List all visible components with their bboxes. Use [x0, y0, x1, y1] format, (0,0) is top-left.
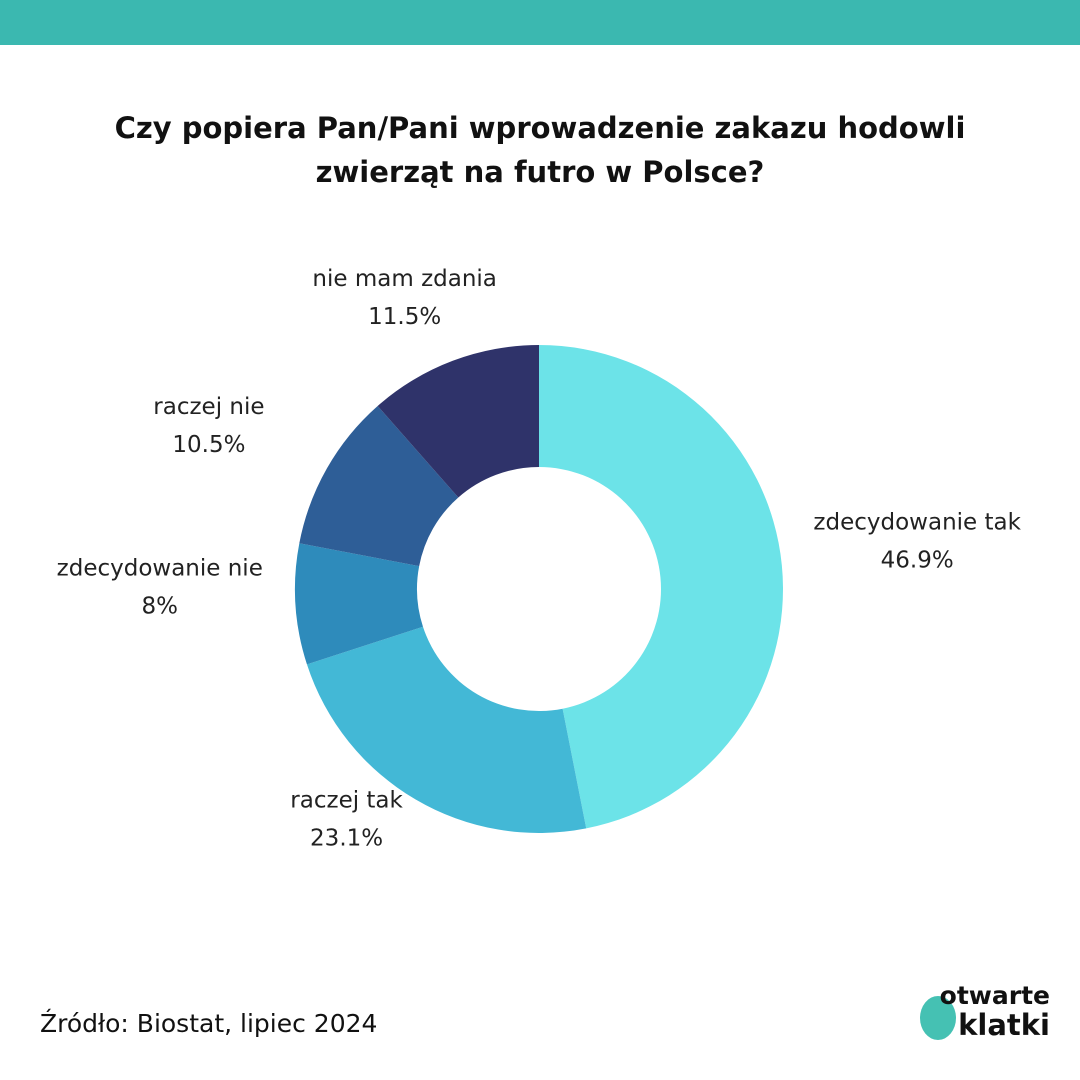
slice-value: 11.5%	[368, 304, 441, 330]
slice-label: zdecydowanie nie	[57, 556, 263, 582]
slice-value: 8%	[141, 594, 178, 620]
logo: otwarte klatki	[920, 981, 1050, 1042]
logo-text: otwarte	[940, 981, 1050, 1010]
top-bar	[0, 0, 1080, 45]
slice-label: raczej tak	[290, 788, 403, 814]
slice-value: 10.5%	[172, 432, 245, 458]
slice-value: 23.1%	[310, 826, 383, 852]
slice-label: nie mam zdania	[312, 266, 496, 292]
chart-title: Czy popiera Pan/Pani wprowadzenie zakazu…	[115, 111, 966, 189]
donut-slice	[539, 345, 783, 829]
logo-bird	[920, 996, 956, 1040]
source: Źródło: Biostat, lipiec 2024	[40, 1009, 377, 1038]
logo-text: klatki	[958, 1008, 1050, 1042]
slice-label: zdecydowanie tak	[813, 509, 1021, 535]
donut-slice	[294, 543, 423, 665]
slice-value: 46.9%	[881, 547, 954, 573]
slice-label: raczej nie	[153, 394, 264, 420]
donut-slice	[306, 626, 587, 833]
donut-slice	[299, 405, 459, 567]
donut-slice	[377, 345, 539, 498]
